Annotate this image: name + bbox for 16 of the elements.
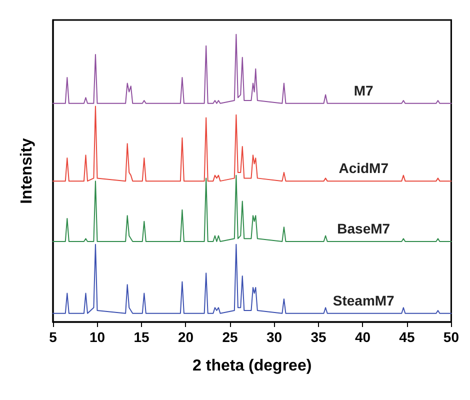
x-tick-label: 35 (310, 329, 326, 345)
series-label: AcidM7 (338, 160, 389, 176)
x-tick-label: 20 (178, 329, 194, 345)
x-tick-label: 15 (134, 329, 150, 345)
x-tick-label: 5 (49, 329, 58, 345)
series-label: M7 (354, 82, 374, 98)
x-tick-label: 25 (222, 329, 238, 345)
x-tick-label: 50 (443, 329, 460, 345)
series-label: SteamM7 (332, 292, 395, 308)
x-tick-label: 30 (266, 329, 282, 345)
x-tick-label: 45 (399, 329, 415, 345)
series-label: BaseM7 (337, 220, 390, 236)
x-tick-label: 10 (89, 329, 106, 345)
x-axis-title: 2 theta (degree) (192, 358, 312, 374)
y-axis-title: Intensity (18, 138, 36, 204)
x-tick-label: 40 (354, 329, 371, 345)
